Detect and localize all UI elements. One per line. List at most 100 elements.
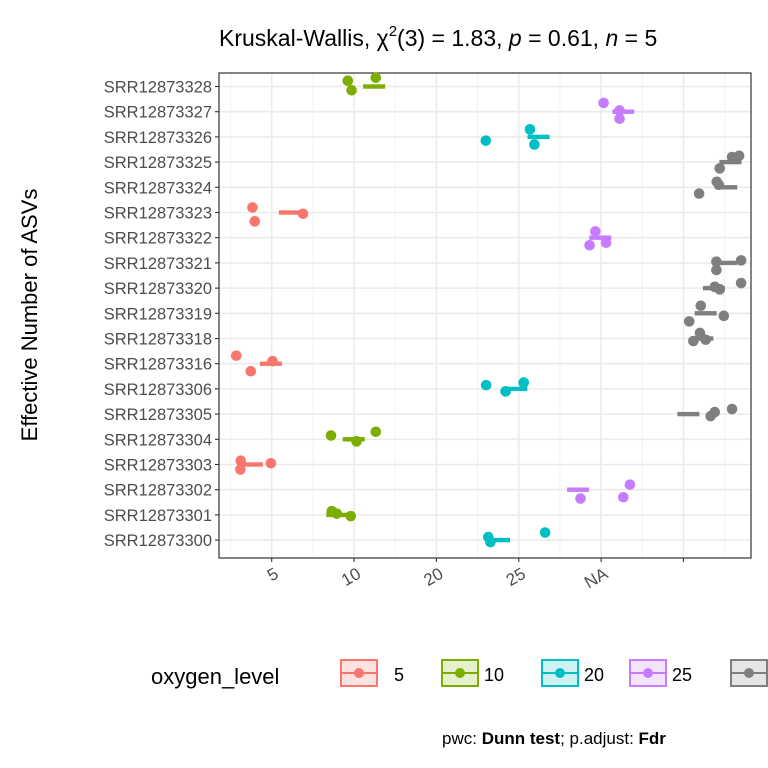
median-bar bbox=[278, 210, 301, 215]
data-point bbox=[695, 300, 707, 312]
title-n: n bbox=[605, 25, 618, 51]
data-point bbox=[693, 188, 705, 199]
legend-title: oxygen_level bbox=[151, 664, 279, 689]
x-axis: 5 10 20 25 NA bbox=[264, 558, 685, 593]
y-tick-label: SRR12873327 bbox=[104, 104, 212, 122]
median-bar bbox=[259, 361, 282, 366]
y-tick-label: SRR12873305 bbox=[104, 406, 212, 424]
title-prefix: Kruskal-Wallis, χ bbox=[219, 25, 389, 51]
chart-title: Kruskal-Wallis, χ2(3) = 1.83, p = 0.61, … bbox=[219, 23, 657, 51]
data-point bbox=[584, 239, 595, 251]
x-tick-label: 25 bbox=[503, 564, 529, 590]
median-bar bbox=[527, 134, 550, 140]
data-point bbox=[714, 163, 726, 174]
data-point bbox=[735, 255, 747, 266]
data-point bbox=[711, 264, 722, 276]
median-bar bbox=[715, 185, 738, 190]
legend-key-point bbox=[555, 668, 565, 678]
median-bar bbox=[691, 336, 714, 341]
y-tick-label: SRR12873320 bbox=[104, 280, 212, 298]
data-point bbox=[539, 527, 551, 538]
data-point bbox=[600, 237, 612, 249]
data-point bbox=[235, 464, 246, 475]
median-bar bbox=[505, 386, 528, 392]
y-tick-label: SRR12873326 bbox=[104, 129, 212, 147]
title-middle3: = 5 bbox=[618, 25, 657, 51]
legend-item-10: 10 bbox=[441, 659, 504, 687]
median-bar bbox=[677, 411, 700, 417]
caption-pwc-label: pwc: bbox=[442, 729, 482, 748]
median-bar bbox=[589, 235, 612, 240]
data-point bbox=[718, 310, 730, 322]
median-bar bbox=[702, 285, 725, 291]
data-point bbox=[709, 406, 721, 418]
title-middle2: = 0.61, bbox=[522, 25, 606, 51]
y-tick-label: SRR12873323 bbox=[104, 205, 212, 223]
data-point bbox=[346, 84, 357, 96]
median-bar bbox=[715, 260, 738, 266]
legend-key-point bbox=[354, 668, 364, 678]
panel-border bbox=[218, 72, 752, 559]
data-point bbox=[618, 491, 629, 503]
y-tick-label: SRR12873306 bbox=[104, 381, 212, 399]
data-point bbox=[529, 139, 540, 150]
median-bar bbox=[567, 487, 590, 492]
legend-item-na bbox=[730, 659, 768, 687]
y-tick-label: SRR12873303 bbox=[104, 457, 212, 475]
x-tick-label: 10 bbox=[338, 564, 364, 590]
data-point bbox=[624, 479, 636, 490]
x-tick-label: 5 bbox=[264, 564, 282, 585]
data-point bbox=[726, 403, 738, 415]
data-point bbox=[370, 72, 382, 83]
plot-panel bbox=[218, 72, 752, 559]
data-point bbox=[614, 113, 625, 125]
y-tick-label: SRR12873321 bbox=[104, 255, 212, 273]
legend-item-25: 25 bbox=[629, 659, 692, 687]
data-point bbox=[735, 277, 747, 289]
legend-key-point bbox=[643, 668, 653, 678]
data-point bbox=[575, 493, 586, 504]
legend-label: 5 bbox=[394, 665, 404, 685]
y-tick-label: SRR12873304 bbox=[104, 431, 212, 449]
data-point bbox=[524, 124, 536, 135]
data-point bbox=[342, 75, 354, 87]
data-point bbox=[480, 379, 492, 391]
x-tick-label: 20 bbox=[421, 564, 447, 590]
legend-item-20: 20 bbox=[541, 659, 604, 687]
y-tick-label: SRR12873318 bbox=[104, 331, 212, 349]
y-tick-label: SRR12873319 bbox=[104, 305, 212, 323]
median-bar bbox=[326, 512, 349, 518]
data-point bbox=[247, 202, 258, 213]
data-point bbox=[480, 135, 492, 146]
legend: oxygen_level 5 10 20 25 bbox=[151, 659, 768, 689]
y-tick-label: SRR12873322 bbox=[104, 230, 212, 248]
y-tick-label: SRR12873300 bbox=[104, 532, 212, 550]
y-tick-label: SRR12873324 bbox=[104, 179, 212, 197]
caption: pwc: Dunn test; p.adjust: Fdr bbox=[442, 729, 666, 748]
legend-key-point bbox=[455, 668, 465, 678]
y-tick-label: SRR12873302 bbox=[104, 482, 212, 500]
x-tick-label: NA bbox=[581, 564, 612, 593]
data-point bbox=[598, 97, 609, 109]
y-tick-label: SRR12873301 bbox=[104, 507, 212, 525]
data-point bbox=[249, 216, 261, 227]
y-tick-label: SRR12873328 bbox=[104, 79, 212, 97]
y-tick-label: SRR12873316 bbox=[104, 356, 212, 374]
title-middle1: (3) = 1.83, bbox=[397, 25, 509, 51]
data-point bbox=[518, 377, 530, 388]
chart-marks bbox=[230, 72, 747, 548]
y-tick-label: SRR12873325 bbox=[104, 154, 212, 172]
caption-sep: ; p.adjust: bbox=[560, 729, 638, 748]
legend-label: 25 bbox=[672, 665, 692, 685]
data-point bbox=[683, 316, 695, 327]
caption-adjust-value: Fdr bbox=[639, 729, 667, 748]
y-axis-label: Effective Number of ASVs bbox=[17, 189, 42, 442]
data-point bbox=[245, 365, 257, 377]
median-bar bbox=[342, 437, 365, 442]
data-point bbox=[733, 150, 745, 162]
data-point bbox=[370, 426, 382, 438]
median-bar bbox=[363, 84, 386, 89]
legend-label: 10 bbox=[484, 665, 504, 685]
data-point bbox=[265, 457, 277, 469]
caption-pwc-value: Dunn test bbox=[482, 729, 561, 748]
